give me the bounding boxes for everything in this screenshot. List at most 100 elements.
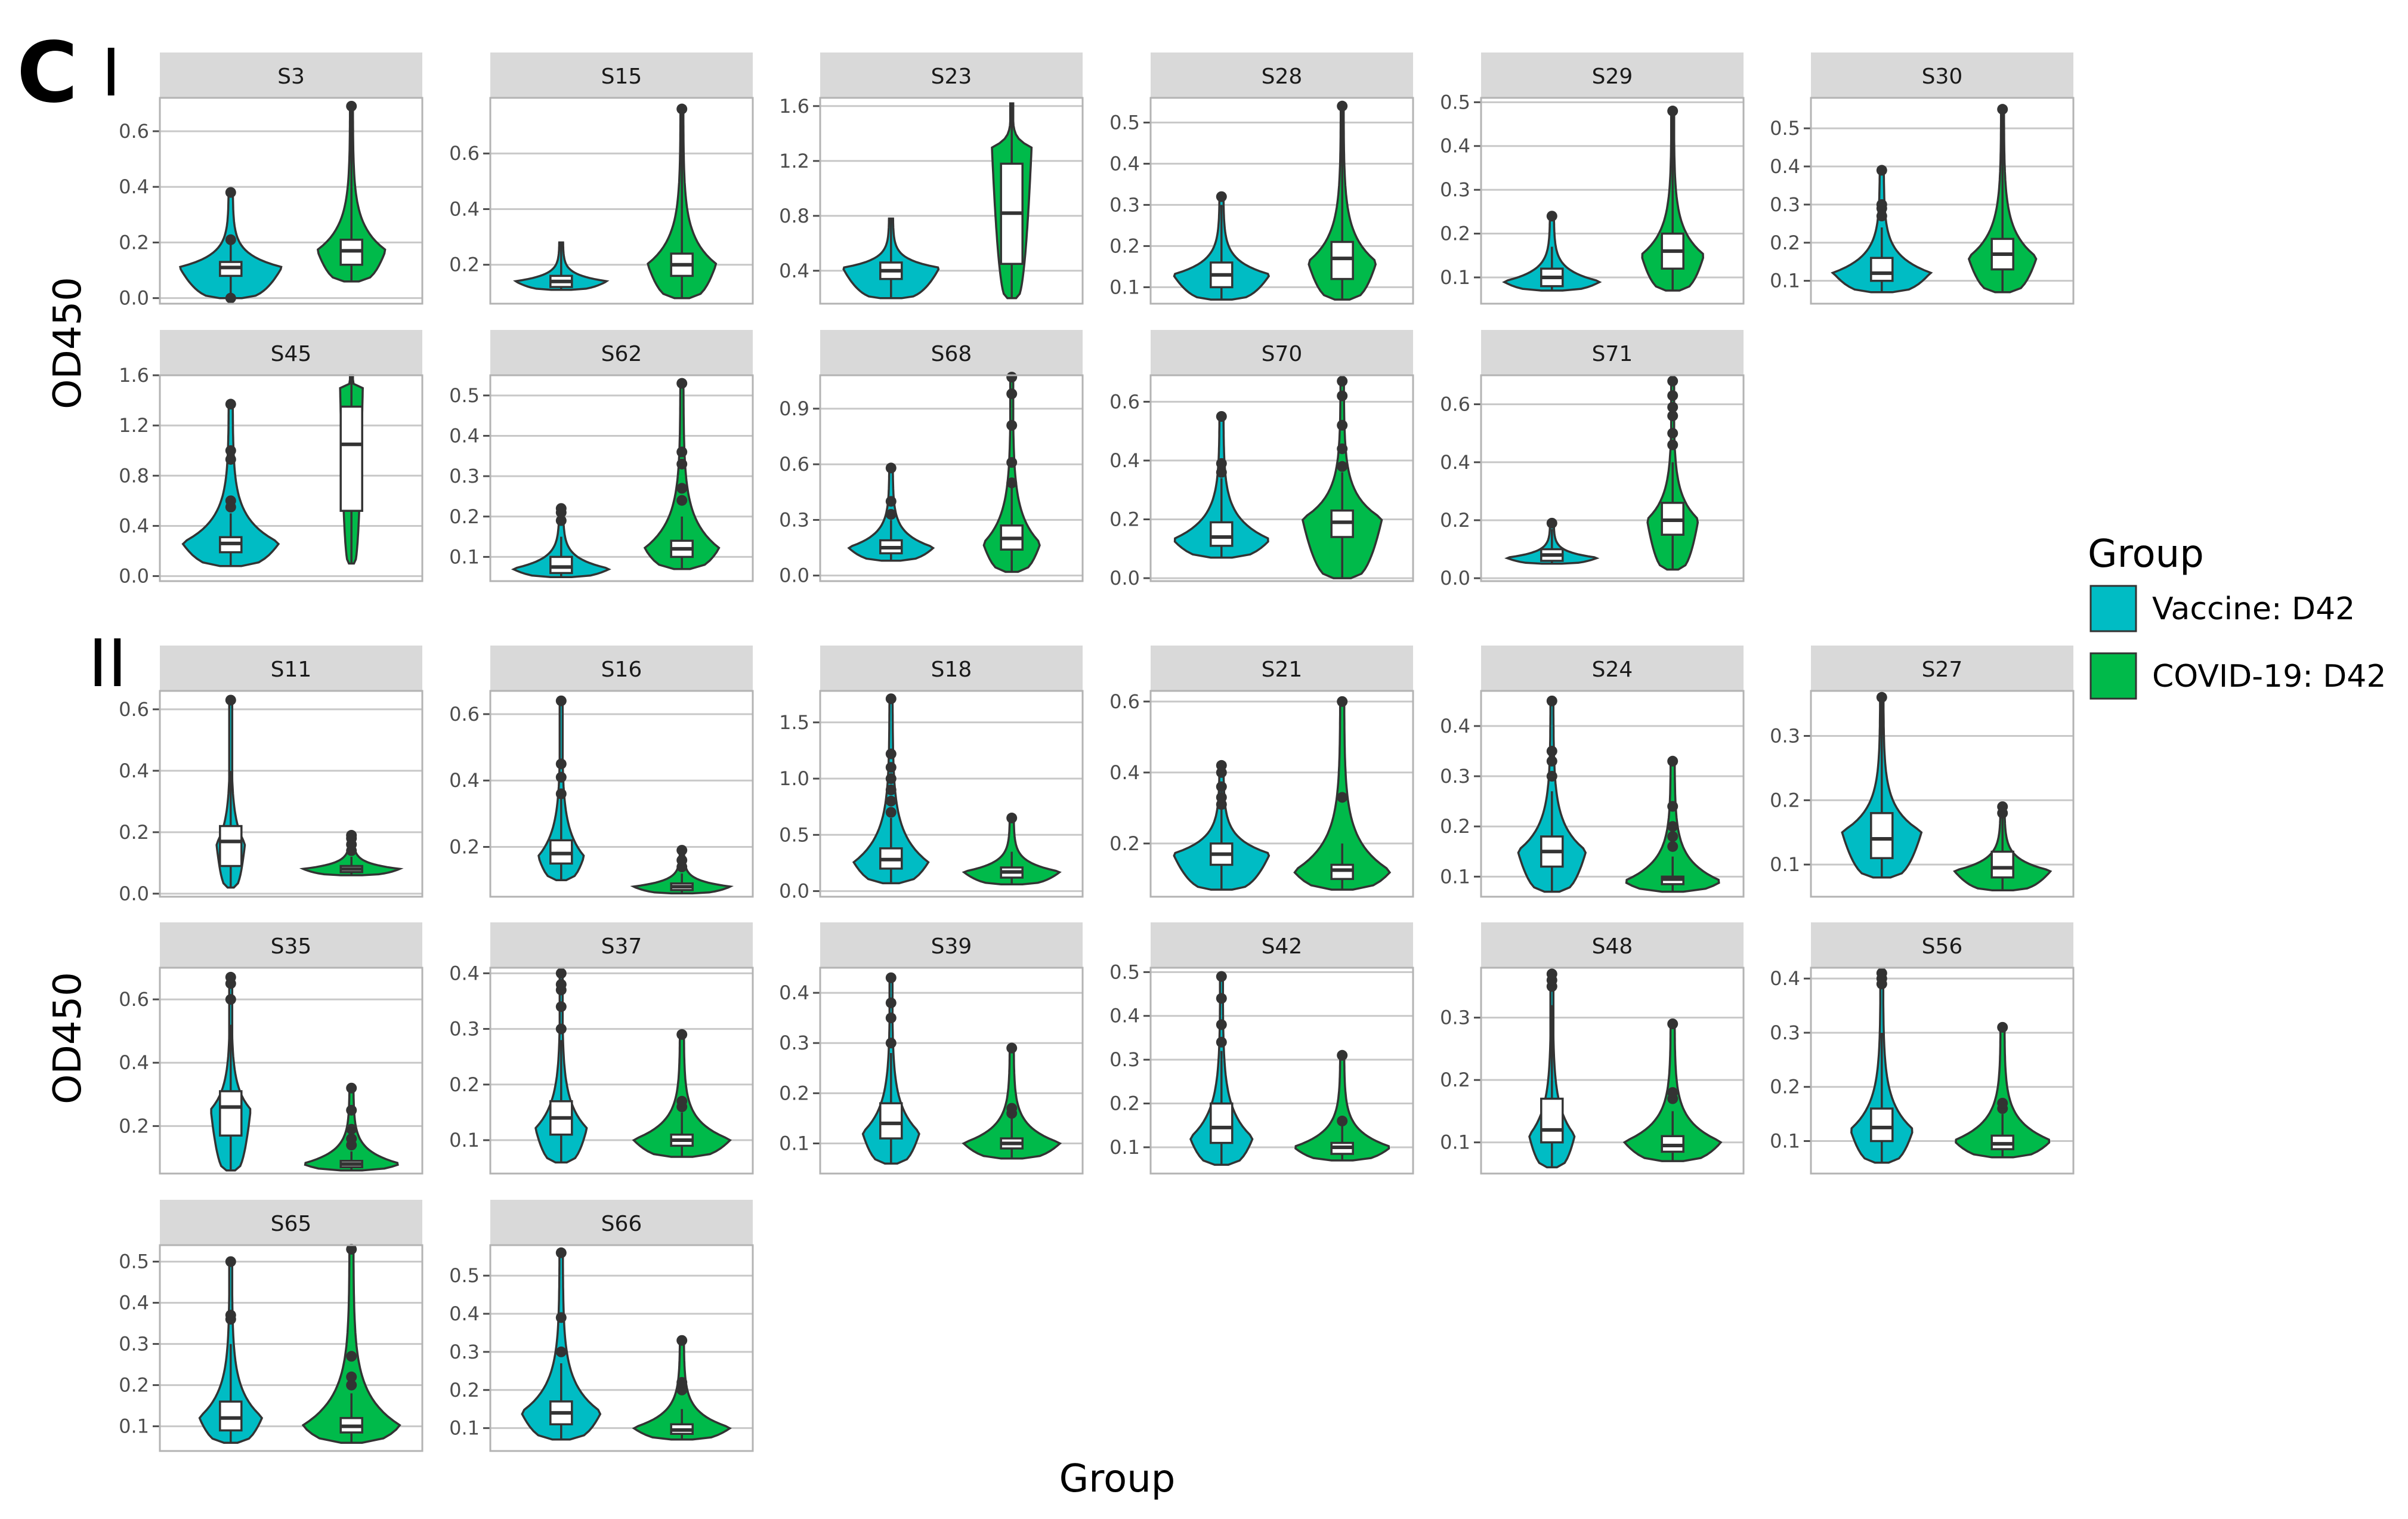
facet-title-s45: S45	[271, 342, 312, 366]
facet-s66: S66 0.1 0.2 0.3 0.4 0.5	[449, 1200, 754, 1452]
y-tick-label: 0.1	[1440, 865, 1470, 888]
outlier-point	[225, 495, 236, 507]
plot-area-s16	[490, 691, 753, 897]
y-tick-label: 0.6	[449, 703, 480, 725]
facet-title-s28: S28	[1262, 64, 1303, 89]
facet-s48: S48 0.1 0.2 0.3	[1440, 922, 1745, 1175]
outlier-point	[346, 100, 357, 112]
y-tick-label: 0.6	[1109, 690, 1140, 713]
y-tick-label: 0.2	[779, 1082, 809, 1104]
y-tick-label: 0.6	[779, 453, 809, 476]
outlier-point	[676, 1335, 688, 1346]
outlier-point	[676, 1384, 688, 1395]
plot-frame-s62	[489, 374, 754, 582]
outlier-point	[1876, 211, 1887, 222]
outlier-point	[1337, 792, 1348, 803]
facet-title-s62: S62	[601, 342, 642, 366]
box-s27-covid	[1990, 850, 2014, 879]
plot-frame-s21	[1149, 690, 1414, 898]
y-tick-label: 0.4	[119, 175, 149, 198]
box-s39-vaccine	[879, 1102, 903, 1140]
y-tick-label: 0.3	[1440, 178, 1470, 201]
y-tick-label: 0.5	[449, 1264, 480, 1287]
plot-frame-s68	[819, 374, 1084, 582]
x-axis-title: Group	[1059, 1457, 1176, 1501]
y-tick-label: 0.5	[119, 1251, 149, 1273]
outlier-point	[676, 1377, 688, 1388]
legend-title: Group	[2088, 532, 2204, 576]
facet-title-s30: S30	[1922, 64, 1963, 89]
outlier-point	[346, 830, 357, 841]
y-tick-label: 0.2	[1440, 815, 1470, 838]
facet-strip-s27	[1811, 646, 2073, 691]
y-tick-label: 0.3	[779, 508, 809, 531]
y-tick-label: 0.5	[1770, 117, 1800, 140]
facet-title-s71: S71	[1592, 342, 1633, 366]
facet-s56: S56 0.1 0.2 0.3 0.4	[1770, 922, 2075, 1175]
y-tick-label: 0.2	[119, 821, 149, 844]
y-tick-label: 0.2	[449, 836, 480, 859]
outlier-point	[1667, 821, 1679, 832]
y-tick-label: 0.9	[779, 397, 809, 420]
facet-title-s23: S23	[931, 64, 972, 89]
outlier-point	[1997, 104, 2008, 115]
outlier-point	[1216, 993, 1227, 1004]
y-tick-label: 0.0	[119, 287, 149, 310]
plot-frame-s37	[489, 967, 754, 1175]
facet-strip-s37	[490, 922, 753, 968]
box-s30-vaccine	[1870, 257, 1894, 282]
outlier-point	[1667, 831, 1679, 842]
facet-title-s37: S37	[601, 934, 642, 959]
y-tick-label: 0.4	[1109, 1005, 1140, 1027]
y-tick-label: 0.1	[119, 1415, 149, 1438]
facet-strip-s15	[490, 53, 753, 98]
y-tick-label: 0.1	[1440, 266, 1470, 289]
outlier-point	[555, 1346, 567, 1357]
outlier-point	[885, 509, 897, 520]
facet-strip-s35	[160, 922, 422, 968]
facet-strip-s3	[160, 53, 422, 98]
facet-strip-s24	[1481, 646, 1744, 691]
outlier-point	[1337, 443, 1348, 455]
section-label-i: I	[101, 35, 120, 111]
outlier-point	[676, 495, 688, 506]
outlier-point	[1216, 1036, 1227, 1048]
y-tick-label: 0.5	[1109, 111, 1140, 134]
y-tick-label: 0.1	[449, 545, 480, 568]
y-tick-label: 0.3	[1770, 724, 1800, 747]
plot-frame-s27	[1810, 690, 2075, 898]
box-s70-vaccine	[1210, 521, 1234, 547]
outlier-point	[555, 695, 567, 706]
legend-swatch-covid	[2089, 652, 2137, 700]
facet-title-s42: S42	[1262, 934, 1303, 959]
y-tick-label: 0.2	[1440, 509, 1470, 532]
plot-frame-s28	[1149, 97, 1414, 305]
outlier-point	[1337, 1115, 1348, 1126]
y-tick-label: 0.4	[1440, 451, 1470, 474]
outlier-point	[225, 994, 236, 1005]
y-tick-label: 0.3	[119, 1333, 149, 1356]
plot-frame-s45	[159, 374, 424, 582]
plot-frame-s65	[159, 1244, 424, 1452]
plot-frame-s29	[1480, 97, 1745, 305]
outlier-point	[225, 399, 236, 410]
outlier-point	[1667, 755, 1679, 767]
outlier-point	[1876, 165, 1887, 176]
outlier-point	[1337, 419, 1348, 431]
y-tick-label: 0.3	[449, 1018, 480, 1041]
y-tick-label: 0.5	[449, 384, 480, 407]
facet-strip-s23	[820, 53, 1083, 98]
y-tick-label: 0.3	[449, 1341, 480, 1363]
facet-strip-s29	[1481, 53, 1744, 98]
y-tick-label: 0.1	[1770, 853, 1800, 876]
facet-strip-s39	[820, 922, 1083, 968]
y-tick-label: 0.4	[119, 1051, 149, 1074]
y-axis-title-section-i: OD450	[46, 277, 90, 409]
y-tick-label: 0.2	[119, 1114, 149, 1137]
facet-title-s56: S56	[1922, 934, 1963, 959]
outlier-point	[1667, 375, 1679, 387]
y-tick-label: 0.6	[119, 120, 149, 143]
outlier-point	[346, 1371, 357, 1382]
y-tick-label: 0.3	[1770, 193, 1800, 216]
